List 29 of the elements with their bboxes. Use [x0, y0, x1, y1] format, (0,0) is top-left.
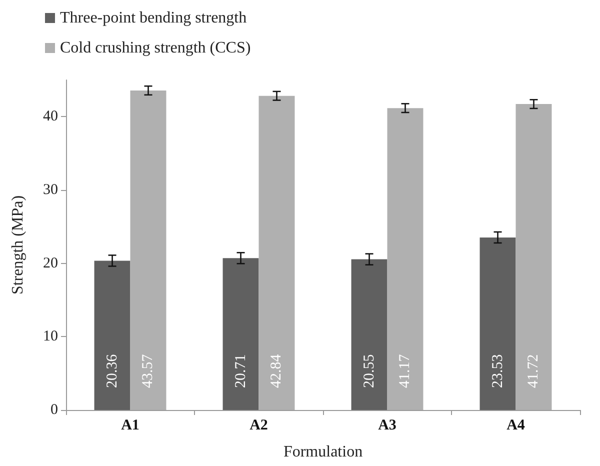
- bar: [387, 108, 424, 410]
- y-tick-label: 40: [43, 108, 58, 125]
- legend-label: Three-point bending strength: [60, 10, 247, 26]
- data-label: 20.36: [104, 354, 120, 388]
- data-label: 20.55: [361, 354, 378, 388]
- bar: [516, 104, 552, 410]
- data-label: 42.84: [268, 354, 285, 388]
- bar: [94, 260, 130, 410]
- y-tick-label: 0: [50, 402, 58, 418]
- y-tick-label: 20: [43, 255, 58, 272]
- data-label: 20.71: [232, 354, 249, 388]
- bar: [258, 96, 295, 410]
- data-label: 43.57: [140, 354, 156, 388]
- bar: [222, 258, 259, 410]
- y-tick-label: 30: [43, 182, 58, 198]
- data-label: 23.53: [490, 354, 506, 388]
- y-axis-title: Strength (MPa): [10, 195, 26, 295]
- legend-label: Cold crushing strength (CCS): [60, 40, 251, 56]
- x-tick-label: A1: [121, 418, 140, 434]
- bar: [480, 237, 516, 410]
- x-tick-label: A2: [250, 418, 268, 434]
- bar: [130, 90, 166, 410]
- data-label: 41.72: [526, 354, 542, 388]
- bar: [351, 259, 388, 410]
- x-tick-label: A3: [378, 418, 396, 434]
- x-axis-title: Formulation: [283, 444, 363, 460]
- x-tick-label: A4: [506, 418, 526, 434]
- y-tick-label: 10: [43, 328, 58, 345]
- data-label: 41.17: [397, 354, 414, 388]
